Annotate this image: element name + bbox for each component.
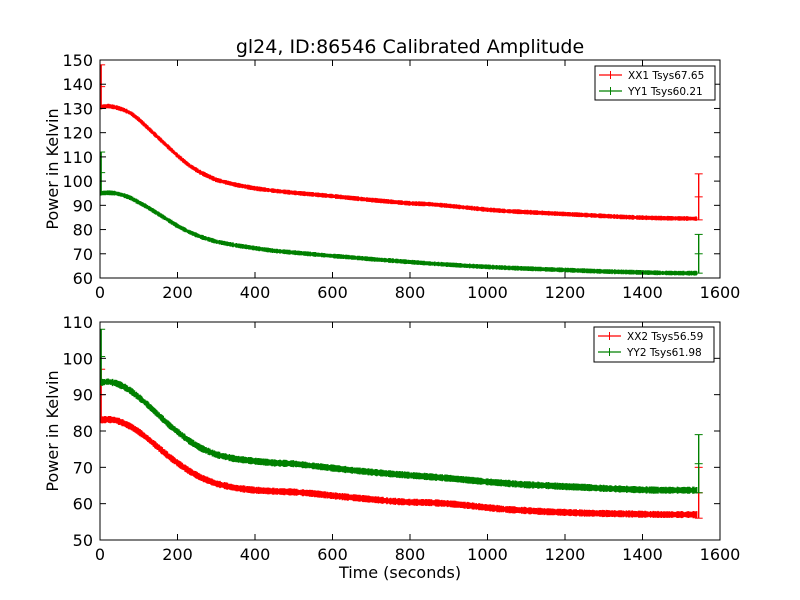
legend-frame [593,326,715,363]
x-tick-label: 400 [240,545,271,564]
series-xx1 [100,64,703,221]
y-tick-label: 90 [73,196,93,215]
x-tick-label: 1400 [622,283,663,302]
legend-entry: YY2 Tsys61.98 [598,347,702,359]
y-tick-label: 60 [73,495,93,514]
x-tick-label: 1200 [545,545,586,564]
y-tick-label: 110 [62,148,93,167]
y-tick-label: 100 [62,172,93,191]
series-line [100,380,697,492]
y-axis-label: Power in Kelvin [43,108,62,229]
y-tick-label: 150 [62,51,93,70]
x-tick-label: 200 [162,283,193,302]
series-line [100,418,697,516]
x-axis: 0 200 400 600 800 1000 1200 1400 1600 [95,60,740,302]
legend: XX1 Tsys67.65 YY1 Tsys60.21 [594,65,716,101]
x-tick-label: 200 [162,545,193,564]
y-tick-label: 80 [73,221,93,240]
x-tick-label: 600 [317,283,348,302]
x-tick-label: 1200 [545,283,586,302]
subplot-1: 0 200 400 600 800 1000 1200 1400 1600 60 70 80 90 100… [43,51,740,302]
x-tick-label: 0 [95,545,105,564]
y-axis: 50 60 70 80 90 100 110 [62,313,720,550]
legend-label: XX1 Tsys67.65 [628,70,704,82]
x-tick-label: 0 [95,283,105,302]
y-tick-label: 110 [62,313,93,332]
legend: XX2 Tsys56.59 YY2 Tsys61.98 [593,326,715,363]
x-tick-label: 1600 [700,545,741,564]
y-axis-label: Power in Kelvin [43,370,62,491]
legend-entry: XX1 Tsys67.65 [599,70,704,82]
x-tick-label: 600 [317,545,348,564]
y-tick-label: 70 [73,458,93,477]
chart-title: gl24, ID:86546 Calibrated Amplitude [236,36,584,58]
y-axis: 60 70 80 90 100 110 120 130 140 150 [62,51,720,288]
legend-label: XX2 Tsys56.59 [627,331,703,343]
series-line [100,104,697,220]
legend-entry: XX2 Tsys56.59 [598,331,703,343]
x-tick-label: 1400 [622,545,663,564]
legend-entry: YY1 Tsys60.21 [599,86,703,98]
y-tick-label: 70 [73,245,93,264]
x-axis: 0 200 400 600 800 1000 1200 1400 1600 [95,322,740,564]
legend-label: YY1 Tsys60.21 [627,86,703,98]
y-tick-label: 120 [62,124,93,143]
x-tick-label: 400 [240,283,271,302]
x-tick-label: 800 [395,283,426,302]
y-tick-label: 140 [62,75,93,94]
y-tick-label: 60 [73,269,93,288]
y-tick-label: 90 [73,386,93,405]
y-tick-label: 100 [62,349,93,368]
legend-label: YY2 Tsys61.98 [626,347,702,359]
x-tick-label: 800 [395,545,426,564]
subplot-2: 0 200 400 600 800 1000 1200 1400 1600 50 60 70 80 90 1… [43,313,740,582]
x-tick-label: 1000 [467,283,508,302]
y-tick-label: 130 [62,99,93,118]
subplots: 0 200 400 600 800 1000 1200 1400 160060708090100… [43,51,740,582]
y-tick-label: 50 [73,531,93,550]
x-tick-label: 1000 [467,545,508,564]
series-yy1 [100,151,703,276]
plot-area [100,64,703,276]
x-axis-label: Time (seconds) [338,563,461,582]
y-tick-label: 80 [73,422,93,441]
series-line [100,191,697,275]
plot-area [100,328,703,519]
series-yy2 [100,328,703,494]
x-tick-label: 1600 [700,283,741,302]
legend-frame [594,65,716,101]
